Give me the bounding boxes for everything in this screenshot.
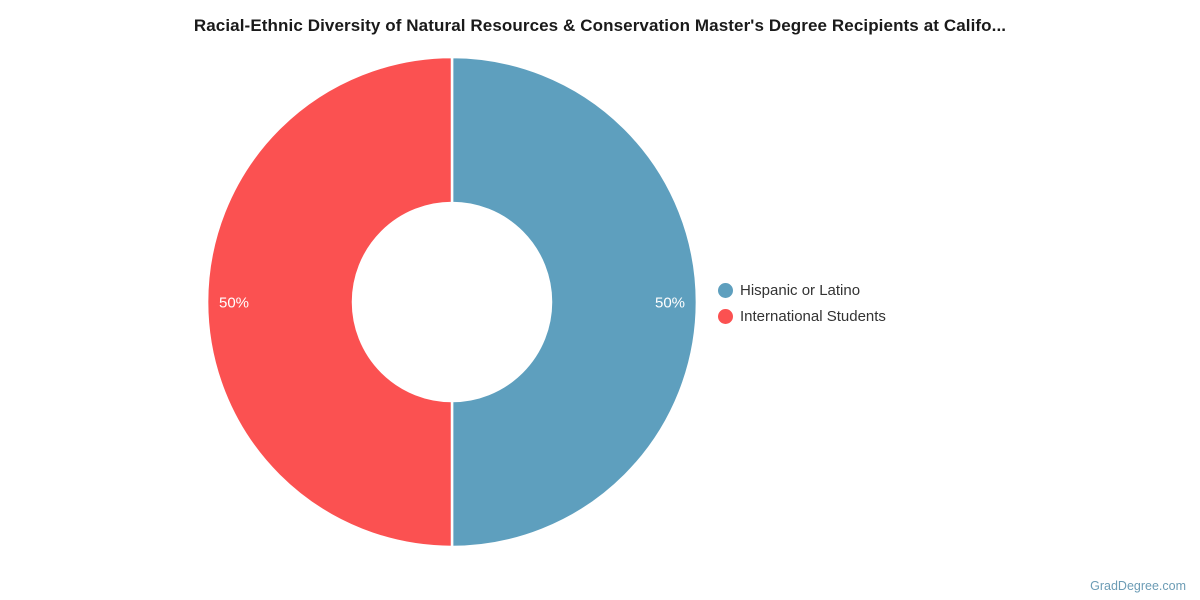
chart-title: Racial-Ethnic Diversity of Natural Resou… [193,16,1007,35]
legend-marker-icon [718,282,733,298]
legend-item-label: Hispanic or Latino [740,281,861,299]
pie-slice-0[interactable] [450,55,699,549]
pie-slice-1[interactable] [205,55,454,549]
legend-item-label: International Students [740,307,886,325]
legend-item-1[interactable]: International Students [718,303,886,329]
legend-item-0[interactable]: Hispanic or Latino [718,277,886,303]
legend: Hispanic or Latino International Students [718,277,886,329]
watermark-link[interactable]: GradDegree.com [1090,579,1186,593]
legend-marker-icon [718,308,733,324]
